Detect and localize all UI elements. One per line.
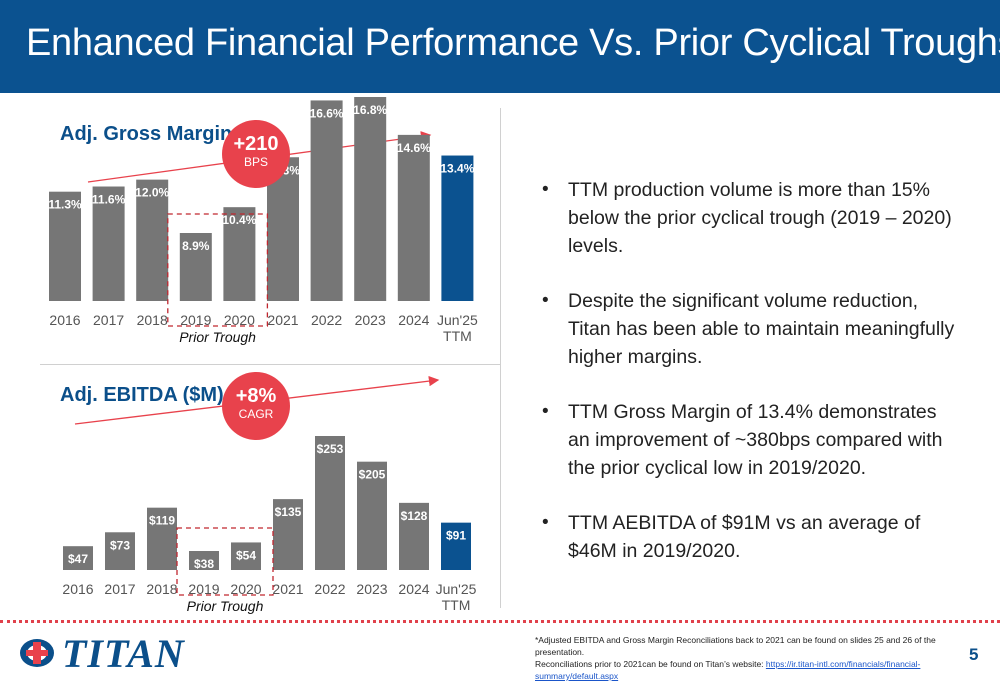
logo-wordmark: TITAN	[62, 631, 185, 676]
footnote-line-1: *Adjusted EBITDA and Gross Margin Reconc…	[535, 635, 936, 657]
bar	[310, 100, 343, 301]
bar	[136, 179, 169, 301]
bar	[179, 233, 212, 301]
footnote: *Adjusted EBITDA and Gross Margin Reconc…	[535, 634, 945, 682]
titan-logo: TITAN	[18, 631, 184, 676]
bar	[105, 532, 135, 570]
bar-value-label: 11.6%	[92, 193, 126, 207]
horizontal-divider	[40, 364, 500, 365]
bar-value-label: $253	[317, 442, 344, 456]
page-title: Enhanced Financial Performance Vs. Prior…	[26, 22, 1000, 64]
gross-margin-bps-badge: +210 BPS	[222, 120, 290, 188]
bar	[231, 542, 261, 570]
bar-value-label: $135	[275, 505, 302, 519]
badge-unit: BPS	[243, 155, 268, 169]
bar-value-label: $73	[110, 538, 130, 552]
x-tick-label: 2018	[146, 581, 177, 597]
badge-value: +210	[233, 133, 279, 155]
x-tick-label: 2024	[398, 312, 429, 328]
prior-trough-label: Prior Trough	[179, 329, 256, 345]
bar-value-label: $91	[446, 529, 466, 543]
bar-value-label: $128	[401, 509, 428, 523]
bullet-item: TTM production volume is more than 15% b…	[540, 176, 960, 260]
ebitda-chart-title: Adj. EBITDA ($M)	[60, 384, 224, 406]
bar	[397, 134, 430, 301]
bar-value-label: $54	[236, 548, 256, 562]
bar	[273, 499, 303, 570]
bar	[49, 191, 81, 301]
x-tick-label: 2024	[398, 581, 429, 597]
bar	[189, 551, 219, 570]
prior-trough-box	[176, 527, 274, 596]
bar-value-label: 11.3%	[48, 198, 82, 212]
bar	[357, 461, 387, 570]
bar	[441, 522, 471, 570]
badge-value: +8%	[235, 385, 277, 407]
reconciliation-link[interactable]: https://ir.titan-intl.com/financials/fin…	[535, 659, 921, 681]
page-number: 5	[969, 645, 979, 664]
x-tick-label: 2023	[356, 581, 387, 597]
bullet-item: TTM AEBITDA of $91M vs an average of $46…	[540, 509, 960, 565]
x-tick-label: 2017	[93, 312, 124, 328]
bar-value-label: 8.9%	[182, 239, 210, 253]
x-tick-label: Jun'25	[437, 312, 478, 328]
x-tick-label: 2022	[311, 312, 342, 328]
bar	[63, 546, 93, 570]
bar	[92, 186, 125, 301]
prior-trough-label: Prior Trough	[187, 598, 264, 614]
bar-value-label: 16.6%	[310, 106, 344, 120]
x-tick-label: 2023	[355, 312, 386, 328]
bar	[223, 207, 256, 301]
bar-value-label: 13.4%	[440, 162, 474, 176]
x-tick-label: TTM	[443, 328, 472, 344]
x-tick-label: 2019	[188, 581, 219, 597]
x-tick-label: 2017	[104, 581, 135, 597]
footnote-line-2: Reconciliations prior to 2021can be foun…	[535, 659, 766, 669]
bar-value-label: 14.6%	[397, 141, 431, 155]
bullet-item: TTM Gross Margin of 13.4% demonstrates a…	[540, 398, 960, 482]
bar-value-label: $205	[359, 468, 386, 482]
x-tick-label: 2018	[137, 312, 168, 328]
tire-logo-icon	[20, 639, 54, 667]
bar-value-label: 10.4%	[222, 213, 256, 227]
x-tick-label: 2016	[62, 581, 93, 597]
gross-margin-chart-title: Adj. Gross Margin	[60, 123, 233, 145]
bar-value-label: $38	[194, 557, 214, 571]
bar-value-label: 16.8%	[353, 103, 387, 117]
x-tick-label: 2019	[180, 312, 211, 328]
bar	[354, 97, 387, 301]
x-tick-label: 2020	[224, 312, 255, 328]
ebitda-cagr-badge: +8% CAGR	[222, 372, 290, 440]
ebitda-chart: $47 2016 $73 2017 $119 2018 $38 2019 $54 2020 $135…	[62, 375, 477, 614]
bar	[315, 436, 345, 570]
footer-divider	[0, 620, 1000, 623]
x-tick-label: TTM	[442, 597, 471, 613]
x-tick-label: 2020	[230, 581, 261, 597]
badge-unit: CAGR	[238, 407, 274, 421]
bar	[147, 507, 177, 570]
gross-margin-chart: 11.3% 2016 11.6% 2017 12.0% 2018 8.9% 2019 10.4%…	[48, 97, 478, 345]
bar	[399, 502, 429, 570]
x-tick-label: 2021	[272, 581, 303, 597]
x-tick-label: 2022	[314, 581, 345, 597]
bar-value-label: $47	[68, 552, 88, 566]
x-tick-label: 2021	[267, 312, 298, 328]
bar-value-label: 12.0%	[135, 186, 169, 200]
prior-trough-box	[167, 213, 269, 327]
header-bar: Enhanced Financial Performance Vs. Prior…	[0, 0, 1000, 93]
bar	[441, 155, 474, 301]
bar-value-label: $119	[149, 514, 175, 528]
x-tick-label: Jun'25	[436, 581, 477, 597]
vertical-divider	[500, 108, 501, 608]
key-points-list: TTM production volume is more than 15% b…	[540, 176, 960, 592]
x-tick-label: 2016	[49, 312, 80, 328]
bullet-item: Despite the significant volume reduction…	[540, 287, 960, 371]
